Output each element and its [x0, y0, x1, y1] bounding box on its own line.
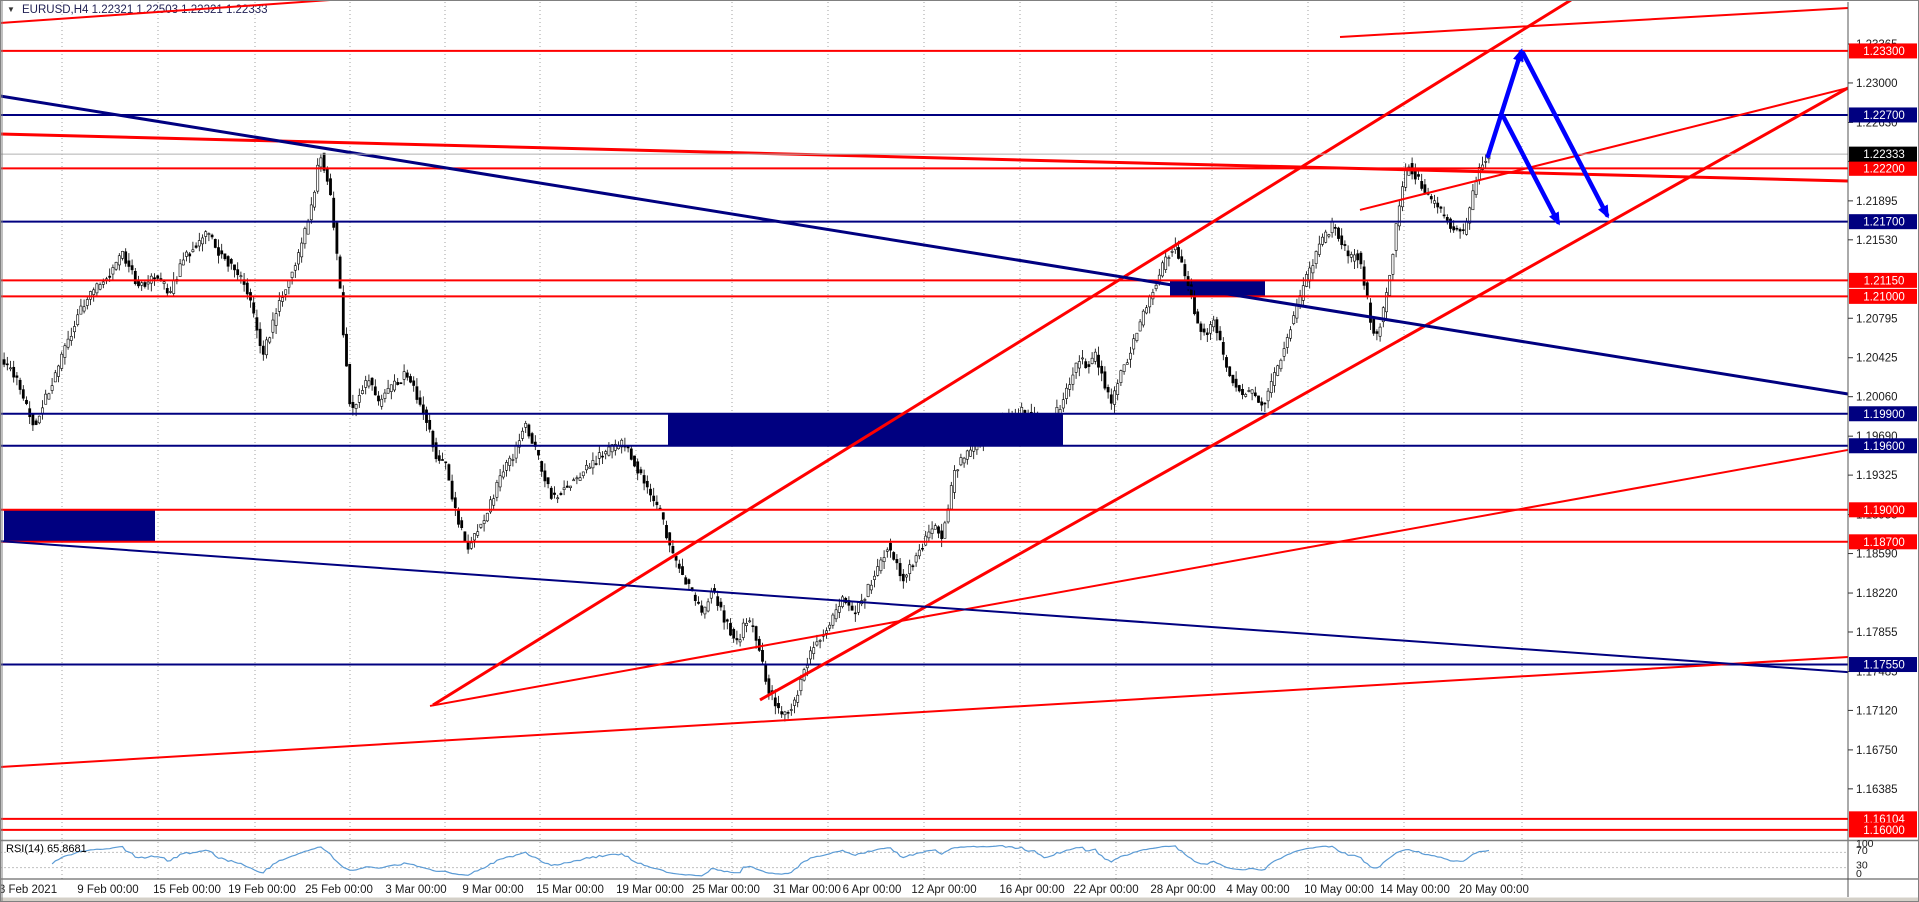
candles-layer[interactable] [2, 149, 1491, 722]
trendline-navy-descending-upper[interactable] [0, 94, 1849, 396]
price-tick-label: 1.18220 [1856, 588, 1898, 600]
price-badge [1849, 107, 1917, 123]
date-tick-label: 15 Feb 00:00 [153, 884, 221, 896]
date-tick-label: 3 Mar 00:00 [385, 884, 446, 896]
svg-text:1.19600: 1.19600 [1863, 441, 1905, 453]
price-tick-label: 1.21530 [1856, 235, 1898, 247]
rsi-axis-label: 100 [1856, 838, 1874, 850]
price-tick-label: 1.17855 [1856, 627, 1898, 639]
price-badge [1849, 272, 1917, 288]
price-badge [1849, 822, 1917, 838]
date-tick-label: 31 Mar 00:00 [773, 884, 841, 896]
svg-text:1.17550: 1.17550 [1863, 660, 1905, 672]
arrow-annotations[interactable] [1485, 48, 1610, 226]
svg-text:1.22700: 1.22700 [1863, 110, 1905, 122]
price-tick-label: 1.17120 [1856, 705, 1898, 717]
price-badge [1849, 406, 1917, 422]
date-tick-label: 25 Feb 00:00 [305, 884, 373, 896]
price-badge [1849, 160, 1917, 176]
price-tick-label: 1.16750 [1856, 745, 1898, 757]
svg-text:1.22333: 1.22333 [1863, 149, 1905, 161]
demand-zone-middle[interactable] [668, 413, 1063, 446]
price-badge [1849, 502, 1917, 518]
trendline-navy-descending-lower[interactable] [0, 540, 1849, 674]
date-tick-label: 25 Mar 00:00 [692, 884, 760, 896]
price-tick-label: 1.19325 [1856, 470, 1898, 482]
levels-layer[interactable] [0, 49, 1848, 831]
date-axis[interactable]: 3 Feb 2021 9 Feb 00:00 15 Feb 00:00 19 Feb … [0, 878, 1919, 896]
date-tick-label: 4 May 00:00 [1226, 884, 1289, 896]
rsi-axis-label: 0 [1856, 868, 1862, 880]
trend-arrow[interactable] [1485, 48, 1524, 159]
price-tick-label: 1.20425 [1856, 353, 1898, 365]
price-tick-label: 1.20060 [1856, 392, 1898, 404]
date-tick-label: 10 May 00:00 [1304, 884, 1374, 896]
trendline-ascending-channel-upper[interactable] [432, 0, 1572, 707]
trendline-minor-ascending-support[interactable] [429, 448, 1849, 707]
price-badge [1849, 146, 1917, 162]
rsi-label: RSI(14) 65.8681 [6, 843, 87, 855]
date-tick-label: 6 Apr 00:00 [843, 884, 902, 896]
rsi-axis-label: 30 [1856, 860, 1868, 872]
date-tick-label: 22 Apr 00:00 [1073, 884, 1138, 896]
demand-zone-left[interactable] [4, 509, 155, 542]
zones-over-layer[interactable] [668, 413, 1063, 446]
price-badge [1849, 288, 1917, 304]
rsi-axis-label: 70 [1856, 845, 1868, 857]
date-tick-label: 12 Apr 00:00 [911, 884, 976, 896]
price-badge [1849, 438, 1917, 454]
price-axis[interactable]: 1.233651.230001.226301.222651.218951.215… [1847, 2, 1917, 900]
price-badge [1849, 43, 1917, 59]
symbol-ohlc-info: EURUSD,H4 1.22321 1.22503 1.22321 1.2233… [22, 4, 268, 16]
date-tick-label: 15 Mar 00:00 [536, 884, 604, 896]
chevron-down-icon[interactable]: ▼ [7, 5, 15, 14]
trendline-descending-resistance[interactable] [0, 132, 1849, 183]
date-tick-label: 9 Feb 00:00 [77, 884, 138, 896]
svg-text:1.16000: 1.16000 [1863, 825, 1905, 837]
date-tick-label: 20 May 00:00 [1459, 884, 1529, 896]
date-tick-label: 14 May 00:00 [1380, 884, 1450, 896]
date-tick-label: 19 Feb 00:00 [228, 884, 296, 896]
date-tick-label: 28 Apr 00:00 [1150, 884, 1215, 896]
svg-text:1.19900: 1.19900 [1863, 409, 1905, 421]
trendline-topright-ascending[interactable] [1339, 7, 1849, 38]
svg-text:1.22200: 1.22200 [1863, 163, 1905, 175]
supply-zone-right[interactable] [1170, 280, 1265, 297]
trend-arrow[interactable] [1500, 113, 1561, 226]
price-badge [1849, 214, 1917, 230]
trendline-ascending-channel-lower[interactable] [759, 86, 1849, 702]
svg-text:1.21000: 1.21000 [1863, 291, 1905, 303]
trendlines-layer[interactable] [0, 0, 1849, 768]
svg-text:1.21700: 1.21700 [1863, 217, 1905, 229]
trendline-topleft-ascending[interactable] [0, 0, 331, 24]
date-tick-label: 9 Mar 00:00 [462, 884, 523, 896]
price-tick-label: 1.23000 [1856, 78, 1898, 90]
svg-text:1.21150: 1.21150 [1864, 275, 1905, 287]
svg-text:1.18700: 1.18700 [1863, 537, 1905, 549]
svg-text:1.19000: 1.19000 [1863, 505, 1905, 517]
price-tick-label: 1.21895 [1856, 196, 1898, 208]
rsi-line [51, 844, 1490, 877]
trend-arrow[interactable] [1520, 50, 1610, 219]
zones-under-layer[interactable] [4, 280, 1265, 542]
date-tick-label: 16 Apr 00:00 [999, 884, 1064, 896]
svg-text:1.23300: 1.23300 [1863, 46, 1905, 58]
price-tick-label: 1.16385 [1856, 784, 1898, 796]
trendline-short-ascending[interactable] [1359, 86, 1849, 211]
price-badge [1849, 534, 1917, 550]
date-tick-label: 3 Feb 2021 [0, 884, 57, 896]
price-badge [1849, 657, 1917, 673]
price-tick-label: 1.20795 [1856, 313, 1898, 325]
date-tick-label: 19 Mar 00:00 [616, 884, 684, 896]
price-tick-label: 1.18590 [1856, 549, 1898, 561]
trendline-long-term-support[interactable] [0, 655, 1849, 768]
